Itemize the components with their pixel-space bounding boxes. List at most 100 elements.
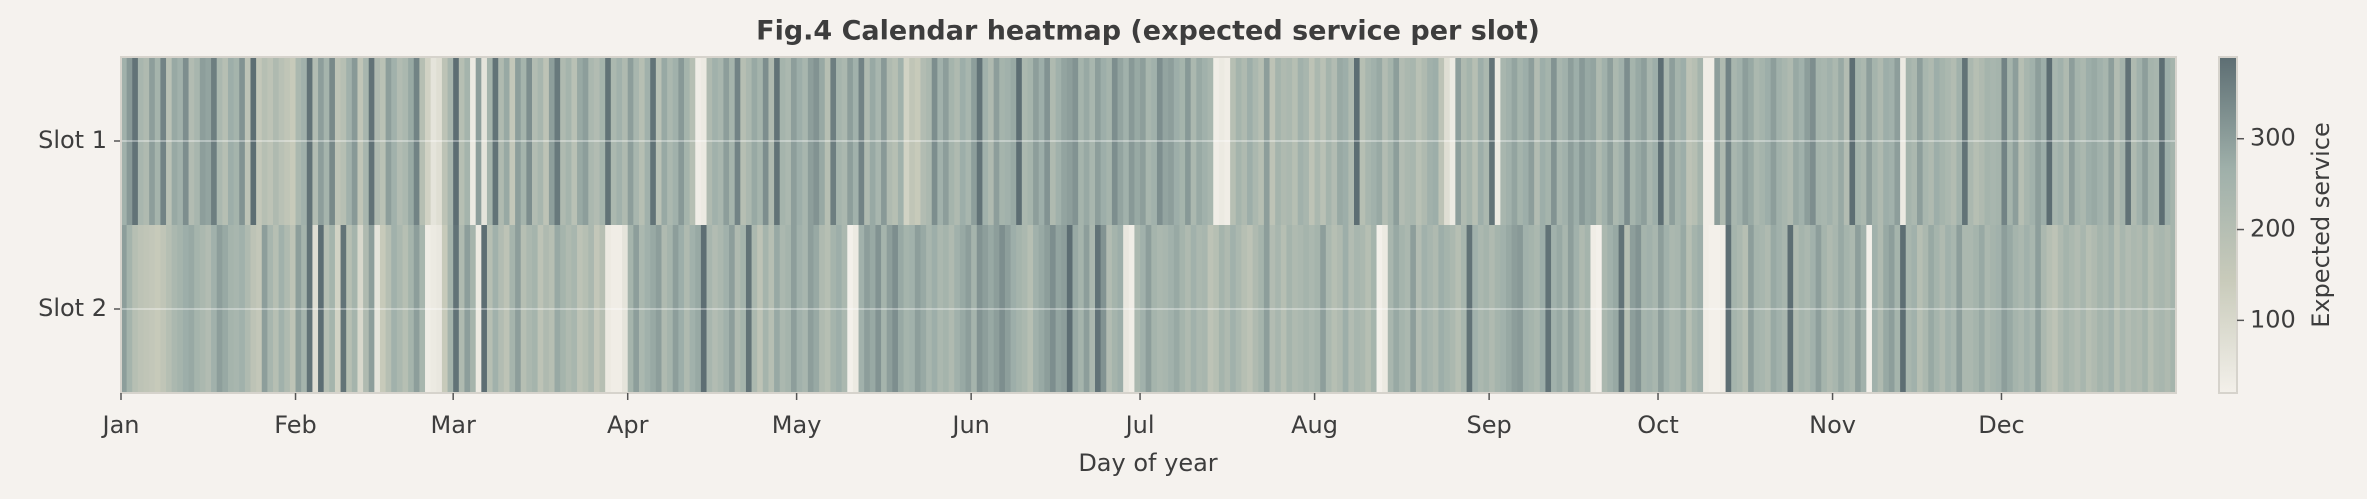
- heat-cell: [1472, 57, 1479, 225]
- heat-cell: [1235, 57, 1242, 225]
- heat-cell: [470, 225, 477, 393]
- heat-cell: [745, 225, 753, 393]
- heat-cell: [695, 225, 702, 393]
- heat-cell: [2080, 57, 2087, 225]
- heat-cell: [1545, 57, 1552, 225]
- heat-cell: [1742, 57, 1749, 225]
- heat-cell: [577, 225, 584, 393]
- heat-cell: [1314, 225, 1321, 393]
- x-tick-label: Jan: [101, 411, 140, 439]
- heat-cell: [509, 57, 516, 225]
- heat-cell: [757, 57, 764, 225]
- heat-cell: [700, 57, 708, 225]
- heat-cell: [1860, 225, 1867, 393]
- heat-cell: [768, 225, 775, 393]
- heat-cell: [1044, 225, 1051, 393]
- heat-cell: [154, 57, 162, 225]
- heat-cell: [1607, 225, 1614, 393]
- heat-cell: [785, 225, 792, 393]
- heat-cell: [588, 57, 595, 225]
- heat-cell: [1421, 57, 1428, 225]
- heat-cell: [1877, 57, 1884, 225]
- heat-cell: [1404, 225, 1411, 393]
- heat-cell: [199, 57, 207, 225]
- heat-cell: [1421, 225, 1428, 393]
- heat-cell: [943, 225, 950, 393]
- heat-cell: [1049, 225, 1057, 393]
- heat-cell: [1055, 225, 1062, 393]
- heat-cell: [1444, 225, 1451, 393]
- heat-cell: [1770, 57, 1777, 225]
- heat-cell: [1652, 225, 1659, 393]
- heat-cell: [363, 225, 370, 393]
- heat-cell: [914, 225, 922, 393]
- heat-cell: [684, 57, 691, 225]
- heat-cell: [1652, 57, 1659, 225]
- heat-cell: [2164, 225, 2171, 393]
- heat-cell: [554, 225, 561, 393]
- heat-cell: [1612, 225, 1620, 393]
- heat-cell: [1083, 225, 1090, 393]
- heat-cell: [909, 225, 916, 393]
- heat-cell: [1156, 225, 1164, 393]
- heat-cell: [1308, 225, 1316, 393]
- heat-cell: [700, 225, 708, 393]
- heat-cell: [261, 225, 268, 393]
- heat-cell: [926, 57, 933, 225]
- heat-cell: [627, 225, 634, 393]
- heat-cell: [430, 225, 437, 393]
- heat-cell: [926, 225, 933, 393]
- heat-cell: [1247, 57, 1254, 225]
- heat-cell: [2035, 57, 2042, 225]
- heat-cell: [1033, 57, 1040, 225]
- heat-cell: [616, 57, 623, 225]
- heat-cell: [267, 225, 274, 393]
- heat-cell: [1928, 225, 1935, 393]
- heat-cell: [1044, 57, 1051, 225]
- heat-cell: [903, 225, 910, 393]
- heat-cell: [458, 57, 466, 225]
- heat-cell: [2119, 57, 2126, 225]
- heat-cell: [1021, 225, 1029, 393]
- heat-cell: [1111, 57, 1119, 225]
- heat-cell: [638, 225, 646, 393]
- heat-cell: [1596, 57, 1603, 225]
- heat-cell: [1888, 57, 1896, 225]
- heat-cell: [2001, 57, 2008, 225]
- heat-cell: [1320, 225, 1327, 393]
- heat-cell: [1759, 225, 1766, 393]
- heat-cell: [610, 57, 618, 225]
- colorbar-tick-label: 300: [2250, 124, 2296, 152]
- heat-cell: [177, 57, 184, 225]
- heat-cell: [1866, 225, 1873, 393]
- x-tick-label: Jul: [1124, 411, 1155, 439]
- heat-cell: [734, 225, 741, 393]
- heat-cell: [160, 225, 167, 393]
- heat-cell: [1978, 225, 1986, 393]
- heat-cell: [2147, 225, 2155, 393]
- heat-cell: [121, 57, 128, 225]
- heat-cell: [1990, 57, 1997, 225]
- heat-cell: [289, 225, 297, 393]
- heat-cell: [1241, 57, 1248, 225]
- heat-cell: [306, 57, 314, 225]
- heat-cell: [1269, 225, 1276, 393]
- heat-cell: [1528, 57, 1535, 225]
- heat-cell: [1736, 225, 1744, 393]
- heat-cell: [1517, 225, 1524, 393]
- heat-cell: [1669, 57, 1676, 225]
- heat-cell: [194, 57, 201, 225]
- heat-cell: [239, 57, 246, 225]
- heat-cell: [807, 225, 815, 393]
- heat-cell: [1815, 57, 1822, 225]
- heat-cell: [1748, 225, 1755, 393]
- heat-cell: [1922, 225, 1929, 393]
- heat-cell: [1669, 225, 1676, 393]
- heat-cell: [1432, 57, 1440, 225]
- heat-cell: [836, 225, 843, 393]
- heat-cell: [599, 57, 606, 225]
- heat-cell: [211, 225, 218, 393]
- heat-cell: [1410, 57, 1417, 225]
- heat-cell: [1641, 57, 1648, 225]
- heat-cell: [959, 225, 967, 393]
